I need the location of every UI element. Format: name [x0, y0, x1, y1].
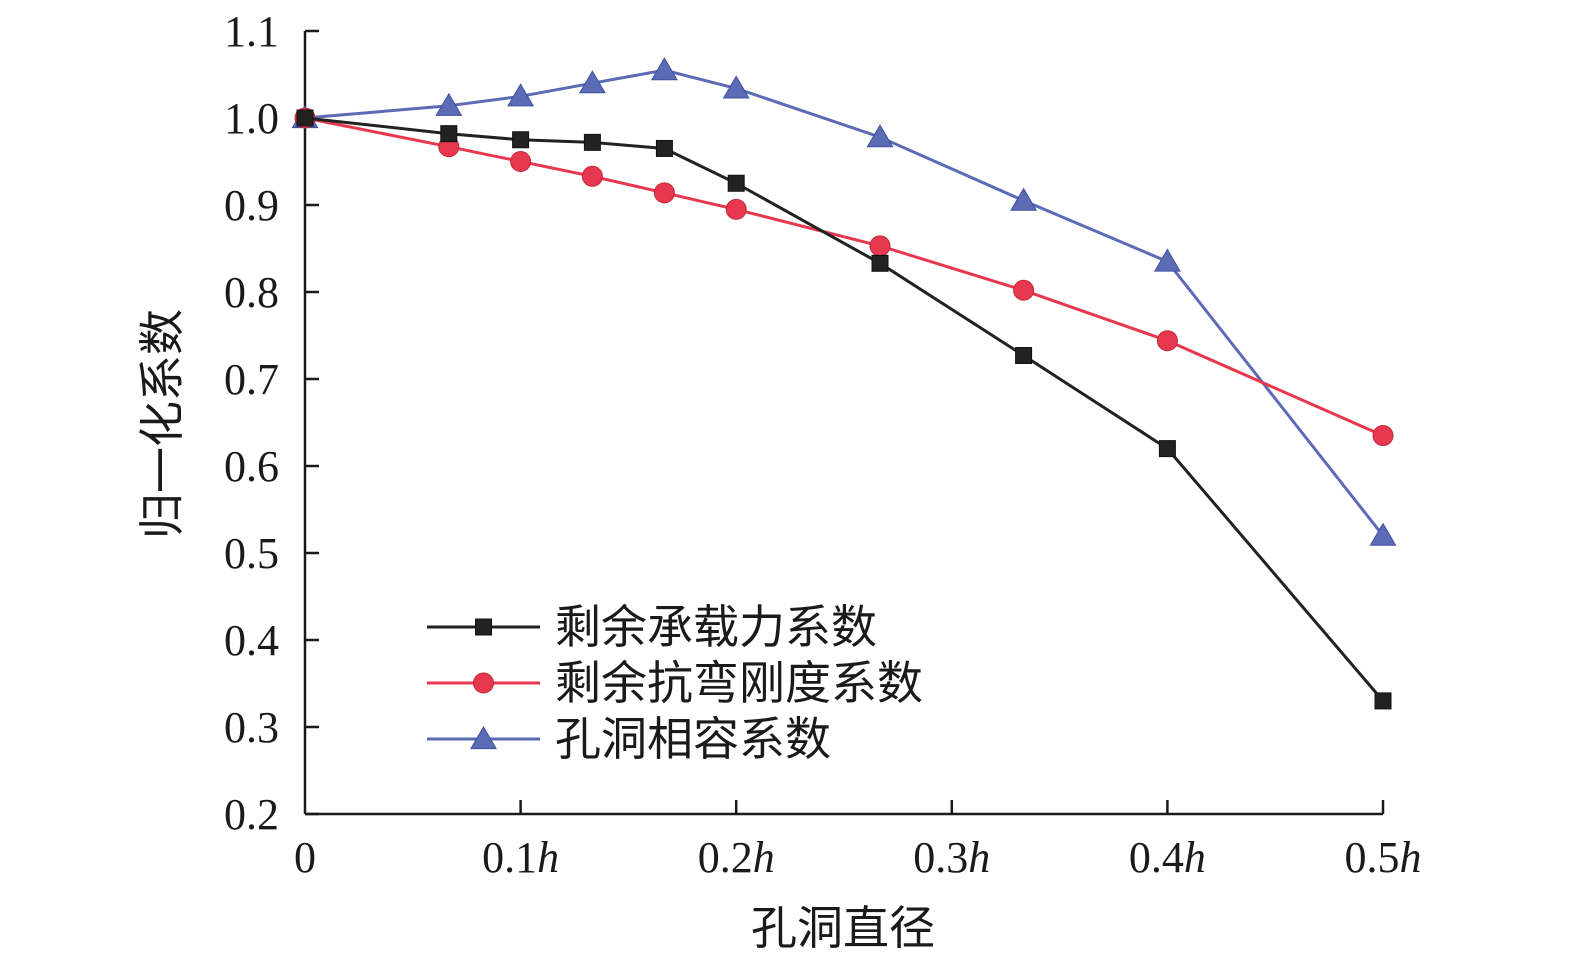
data-point [435, 92, 463, 116]
y-tick-label: 1.1 [224, 7, 279, 56]
y-tick-label: 0.5 [224, 529, 279, 578]
legend-marker [473, 672, 494, 694]
y-tick-label: 0.4 [224, 616, 279, 665]
data-point [1158, 440, 1176, 458]
data-point [1374, 692, 1392, 710]
legend-item: 剩余承载力系数 [427, 600, 877, 654]
x-tick-unit: h [1184, 833, 1206, 882]
data-point [583, 133, 601, 151]
data-point [725, 198, 747, 220]
data-point [1013, 279, 1035, 301]
data-point [440, 125, 458, 143]
x-tick-unit: h [753, 833, 775, 882]
data-point [869, 235, 891, 257]
data-point [510, 151, 532, 172]
y-tick-label: 0.2 [224, 790, 279, 839]
data-point [722, 75, 750, 99]
x-tick-label: 0.5h [1345, 833, 1422, 882]
x-tick-unit: h [968, 833, 990, 882]
series-line [304, 68, 1385, 537]
x-tick-number: 0.4 [1129, 833, 1184, 882]
data-point [871, 254, 889, 272]
data-point [1015, 347, 1033, 365]
data-point [650, 57, 678, 81]
x-tick-number: 0.3 [913, 833, 968, 882]
legend-marker [470, 726, 497, 750]
x-tick-number: 0.1 [482, 833, 537, 882]
y-axis-title: 归一化系数 [135, 309, 189, 539]
legend-marker [475, 618, 492, 636]
x-tick-number: 0.2 [698, 833, 753, 882]
data-point [507, 83, 535, 107]
axes: 0.20.30.40.50.60.70.80.91.01.10 0.1h 0.2h 0… [224, 7, 1422, 882]
data-point [1153, 248, 1181, 272]
x-tick-label: 0.3h [913, 833, 990, 882]
x-tick-label: 0.4h [1129, 833, 1206, 882]
data-point [866, 124, 894, 148]
series-line [304, 116, 1384, 437]
data-point [581, 165, 603, 187]
x-tick-label: 0.2h [698, 833, 775, 882]
legend-label: 剩余承载力系数 [555, 600, 877, 654]
x-tick-unit: h [537, 833, 559, 882]
data-point [578, 70, 606, 94]
data-point [1156, 330, 1178, 352]
data-point [655, 139, 673, 157]
data-point [1010, 187, 1038, 211]
data-point [296, 109, 314, 127]
data-point [653, 182, 675, 204]
y-tick-label: 0.6 [224, 442, 279, 491]
data-point [1372, 425, 1394, 447]
series-triangle [291, 57, 1397, 546]
x-tick-unit: h [1400, 833, 1422, 882]
data-point [512, 131, 530, 149]
x-tick-number: 0.5 [1345, 833, 1400, 882]
series-line [304, 116, 1385, 702]
x-tick-label: 0 [294, 833, 316, 882]
series-circle [294, 107, 1394, 447]
legend-label: 剩余抗弯刚度系数 [555, 656, 923, 710]
legend-item: 孔洞相容系数 [427, 712, 831, 766]
data-point [1369, 522, 1397, 546]
y-tick-label: 1.0 [224, 94, 279, 143]
legend-label: 孔洞相容系数 [555, 712, 831, 766]
y-tick-label: 0.3 [224, 703, 279, 752]
y-tick-label: 0.7 [224, 355, 279, 404]
x-tick-number: 0 [294, 833, 316, 882]
y-tick-label: 0.8 [224, 268, 279, 317]
legend-item: 剩余抗弯刚度系数 [427, 656, 923, 710]
x-axis-title: 孔洞直径 [751, 901, 935, 955]
series-square [296, 109, 1392, 710]
y-tick-label: 0.9 [224, 181, 279, 230]
data-point [727, 174, 745, 192]
x-tick-label: 0.1h [482, 833, 559, 882]
series-layer [291, 57, 1397, 710]
